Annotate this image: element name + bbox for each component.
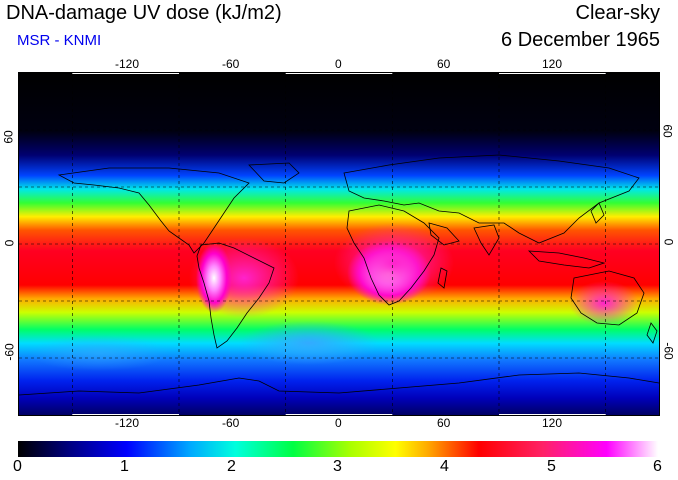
colorbar-tick: 3 bbox=[333, 458, 342, 475]
right-lat-tick: 0 bbox=[661, 238, 676, 246]
coast-japan bbox=[590, 202, 605, 224]
colorbar bbox=[18, 441, 658, 457]
top-lon-tick: -60 bbox=[222, 57, 240, 71]
top-lon-tick: 60 bbox=[437, 57, 451, 71]
bottom-lon-tick: -120 bbox=[115, 416, 140, 430]
graticule bbox=[19, 73, 659, 415]
map-canvas bbox=[19, 73, 659, 415]
coast-india bbox=[473, 224, 500, 256]
bottom-lon-tick: -60 bbox=[222, 416, 240, 430]
colorbar-tick: 2 bbox=[227, 458, 236, 475]
coast-arabia bbox=[428, 222, 460, 246]
source-label: MSR - KNMI bbox=[17, 32, 102, 49]
colorbar-tick: 0 bbox=[13, 458, 22, 475]
colorbar-tick: 4 bbox=[440, 458, 449, 475]
colorbar-tick: 6 bbox=[653, 458, 662, 475]
coast-north-america bbox=[57, 167, 250, 254]
left-lat-tick: -60 bbox=[2, 343, 17, 361]
colorbar-gradient bbox=[18, 441, 658, 457]
coast-australia bbox=[570, 270, 645, 326]
hotspot-australia bbox=[569, 281, 639, 325]
left-lat-tick: 60 bbox=[1, 130, 16, 144]
sky-condition-label: Clear-sky bbox=[575, 2, 660, 24]
top-lon-tick: 120 bbox=[542, 57, 563, 71]
hotspot-africa-outer bbox=[334, 223, 454, 303]
colorbar-tick: 1 bbox=[120, 458, 129, 475]
uv-dose-map bbox=[18, 72, 660, 416]
top-lon-tick: 0 bbox=[335, 57, 342, 71]
date-label: 6 December 1965 bbox=[501, 29, 660, 51]
coast-europe-asia bbox=[343, 154, 640, 244]
top-lon-tick: -120 bbox=[115, 57, 140, 71]
coast-indonesia bbox=[527, 250, 606, 269]
south-pacific-patch bbox=[29, 335, 169, 371]
coast-madagascar bbox=[437, 267, 448, 289]
coast-greenland bbox=[248, 162, 300, 184]
coastlines bbox=[19, 154, 659, 396]
bottom-lon-tick: 60 bbox=[437, 416, 451, 430]
colorbar-tick: 5 bbox=[547, 458, 556, 475]
right-lat-tick: -60 bbox=[661, 342, 676, 360]
bottom-lon-tick: 0 bbox=[335, 416, 342, 430]
left-lat-tick: 0 bbox=[2, 239, 17, 247]
hotspot-andes bbox=[196, 243, 232, 313]
coast-new-zealand bbox=[646, 322, 658, 344]
right-lat-tick: 60 bbox=[660, 124, 675, 138]
coast-south-america bbox=[196, 242, 275, 349]
coast-antarctica bbox=[19, 372, 659, 396]
bottom-lon-tick: 120 bbox=[542, 416, 563, 430]
southern-ocean-patch bbox=[239, 321, 379, 365]
coast-africa bbox=[346, 204, 440, 306]
page-title: DNA-damage UV dose (kJ/m2) bbox=[6, 2, 282, 24]
